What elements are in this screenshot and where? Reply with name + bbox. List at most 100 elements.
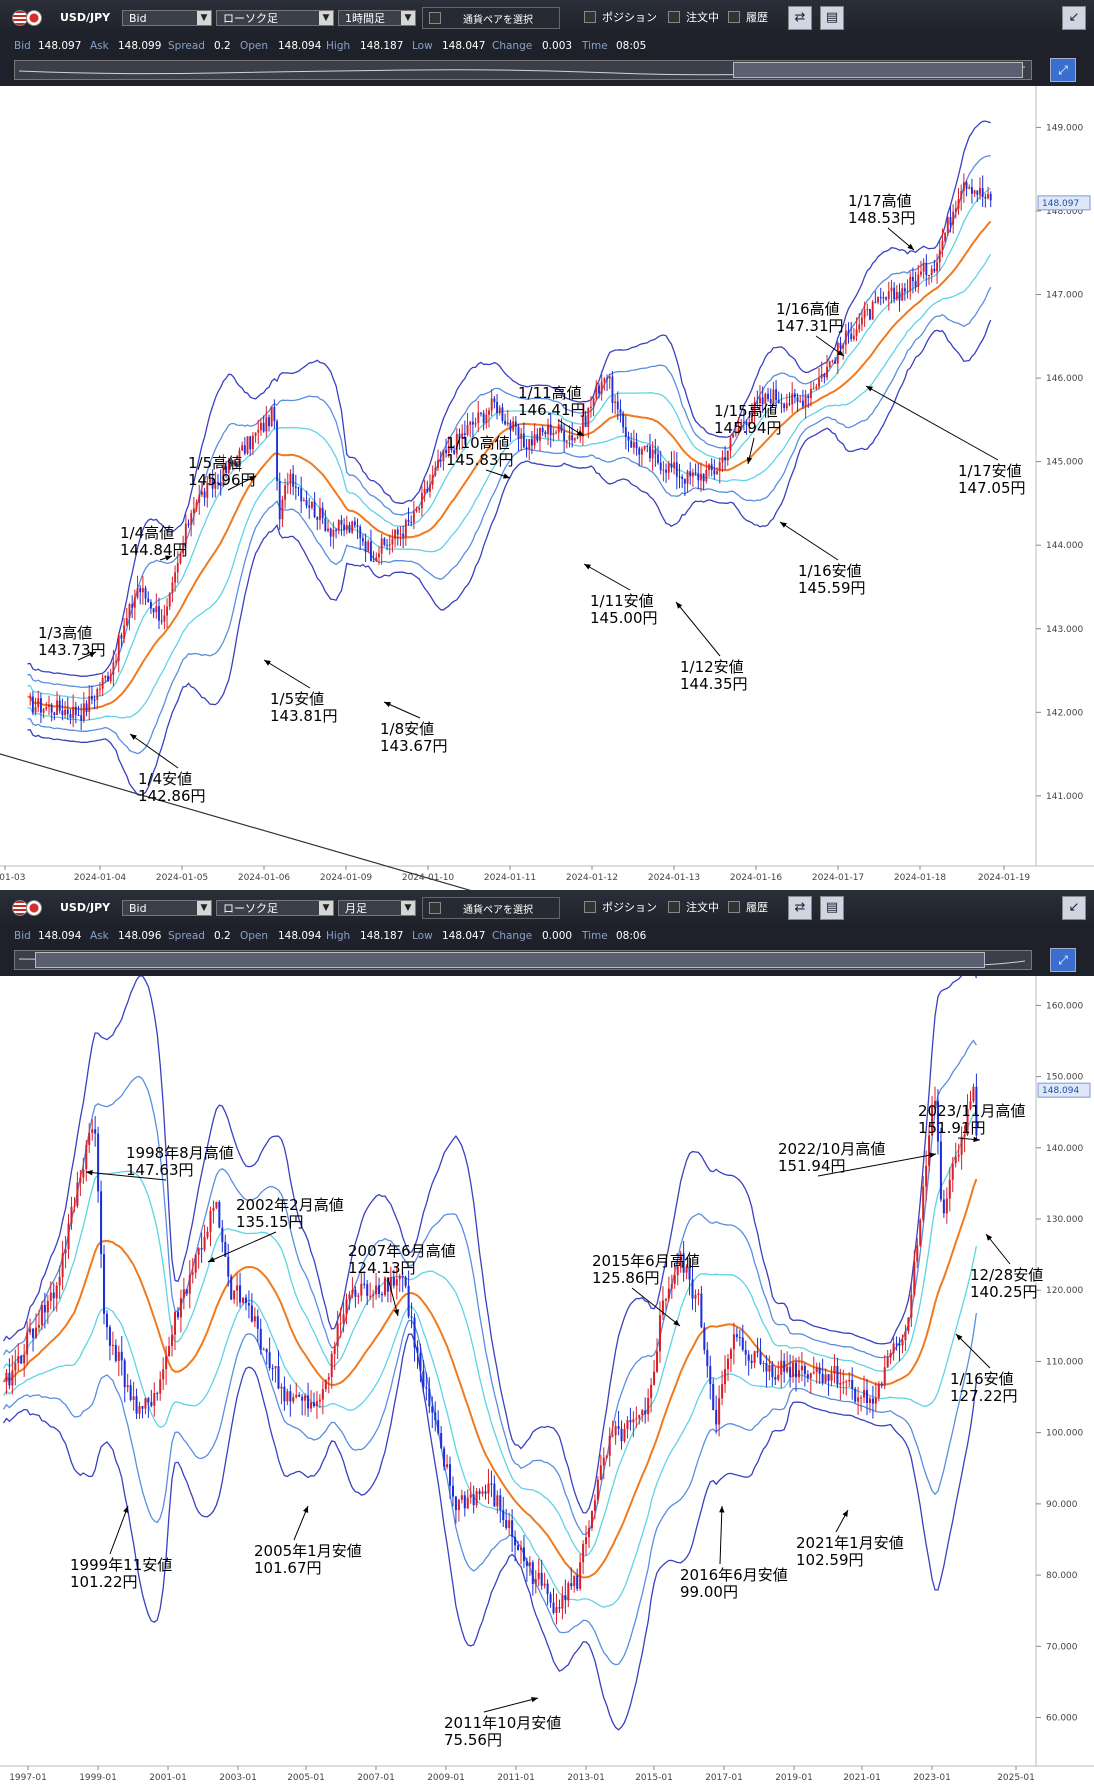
chevron-down-icon: ▼ — [401, 901, 415, 915]
candle-body — [11, 1370, 14, 1386]
y-tick-label: 120.000 — [1046, 1286, 1083, 1296]
candle-body — [484, 1491, 487, 1494]
position-checkbox[interactable] — [584, 901, 596, 913]
annotation-arrowhead — [780, 522, 787, 528]
candle-body — [458, 433, 461, 439]
spread-value: 0.2 — [214, 40, 231, 52]
timeframe-select[interactable]: 1時間足 ▼ — [338, 10, 416, 26]
navigator-window[interactable] — [35, 952, 985, 968]
fit-icon[interactable]: ⤢ — [1050, 58, 1076, 82]
window-icon[interactable]: ▤ — [820, 896, 844, 920]
candle-body — [842, 1382, 845, 1384]
fit-icon[interactable]: ⤢ — [1050, 948, 1076, 972]
candle-body — [274, 1366, 277, 1369]
change-value: 0.003 — [542, 40, 573, 52]
annotation-value: 143.73円 — [38, 641, 106, 659]
candle-body — [67, 1223, 70, 1250]
navigator-window[interactable] — [733, 62, 1023, 78]
candle-body — [115, 660, 117, 663]
pair-select-checkbox[interactable] — [429, 902, 441, 914]
candle-body — [64, 1249, 67, 1254]
candle-body — [260, 422, 262, 431]
candle-body — [155, 606, 158, 613]
annotation-arrowhead — [676, 602, 683, 609]
candle-body — [676, 1265, 679, 1276]
candle-body — [626, 1420, 629, 1430]
high-label: High — [326, 930, 351, 942]
candle-body — [402, 533, 405, 537]
candle-body — [750, 1360, 753, 1363]
pair-select-button[interactable]: 通貨ペアを選択 — [422, 897, 560, 919]
candle-body — [898, 291, 901, 301]
refresh-icon[interactable]: ⇄ — [788, 6, 812, 30]
candle-body — [777, 1374, 780, 1380]
candle-body — [190, 513, 193, 526]
candle-body — [37, 1325, 40, 1328]
candle-body — [182, 1289, 185, 1299]
annotation-arrow — [483, 1697, 539, 1713]
candle-body — [791, 393, 794, 405]
annotation-arrowhead — [842, 1510, 848, 1517]
position-checkbox[interactable] — [584, 11, 596, 23]
refresh-icon[interactable]: ⇄ — [788, 896, 812, 920]
candle-body — [650, 1384, 653, 1398]
candle-body — [243, 445, 246, 454]
candle-body — [797, 1370, 800, 1378]
moving-average-line — [2, 1178, 978, 1579]
candle-body — [244, 1297, 247, 1304]
candle-body — [812, 388, 815, 390]
candle-body — [401, 1275, 404, 1278]
chart-style-select[interactable]: ローソク足 ▼ — [216, 900, 334, 916]
navigator-track[interactable] — [14, 60, 1032, 80]
candle-body — [297, 487, 300, 489]
pair-select-button[interactable]: 通貨ペアを選択 — [422, 7, 560, 29]
candle-body — [697, 473, 700, 481]
pair-select-checkbox[interactable] — [429, 12, 441, 24]
orders-checkbox[interactable] — [668, 901, 680, 913]
candle-body — [457, 1499, 460, 1511]
quote-bar: Bid 148.097 Ask 148.099 Spread 0.2 Open … — [0, 36, 1094, 56]
candle-body — [893, 287, 896, 300]
candle-body — [771, 1365, 774, 1378]
candle-body — [125, 618, 128, 626]
navigator-track[interactable] — [14, 950, 1032, 970]
orders-checkbox[interactable] — [668, 11, 680, 23]
candle-body — [700, 1293, 703, 1328]
annotation-label: 1/5高値 — [188, 454, 242, 472]
chart-style-select[interactable]: ローソク足 ▼ — [216, 10, 334, 26]
candle-body — [276, 421, 278, 482]
history-checkbox[interactable] — [728, 11, 740, 23]
bid-value: 148.094 — [38, 930, 82, 942]
open-value: 148.094 — [278, 930, 322, 942]
candle-body — [184, 523, 187, 544]
candle-body — [73, 1206, 76, 1208]
candle-body — [434, 467, 437, 476]
candle-body — [418, 508, 421, 510]
x-tick-label: 2013-01 — [567, 1773, 605, 1783]
candle-body — [734, 433, 737, 435]
collapse-icon[interactable]: ↙ — [1062, 896, 1086, 920]
candle-body — [45, 706, 48, 709]
band-outer-upper — [27, 120, 991, 677]
candle-body — [271, 1367, 274, 1369]
candle-body — [874, 301, 877, 303]
candle-body — [319, 507, 321, 520]
candle-body — [337, 520, 340, 531]
candle-body — [230, 462, 233, 464]
candle-body — [348, 525, 351, 533]
y-tick-label: 80.000 — [1046, 1571, 1078, 1581]
candle-body — [200, 1248, 203, 1250]
candle-body — [979, 187, 981, 195]
price-type-select[interactable]: Bid ▼ — [122, 900, 212, 916]
history-checkbox[interactable] — [728, 901, 740, 913]
candle-body — [34, 707, 37, 713]
collapse-icon[interactable]: ↙ — [1062, 6, 1086, 30]
window-icon[interactable]: ▤ — [820, 6, 844, 30]
candle-body — [445, 449, 448, 454]
timeframe-select[interactable]: 月足 ▼ — [338, 900, 416, 916]
candle-body — [359, 526, 362, 539]
ask-label: Ask — [90, 930, 109, 942]
position-label: ポジション — [602, 901, 657, 914]
price-type-select[interactable]: Bid ▼ — [122, 10, 212, 26]
candle-body — [471, 421, 474, 425]
